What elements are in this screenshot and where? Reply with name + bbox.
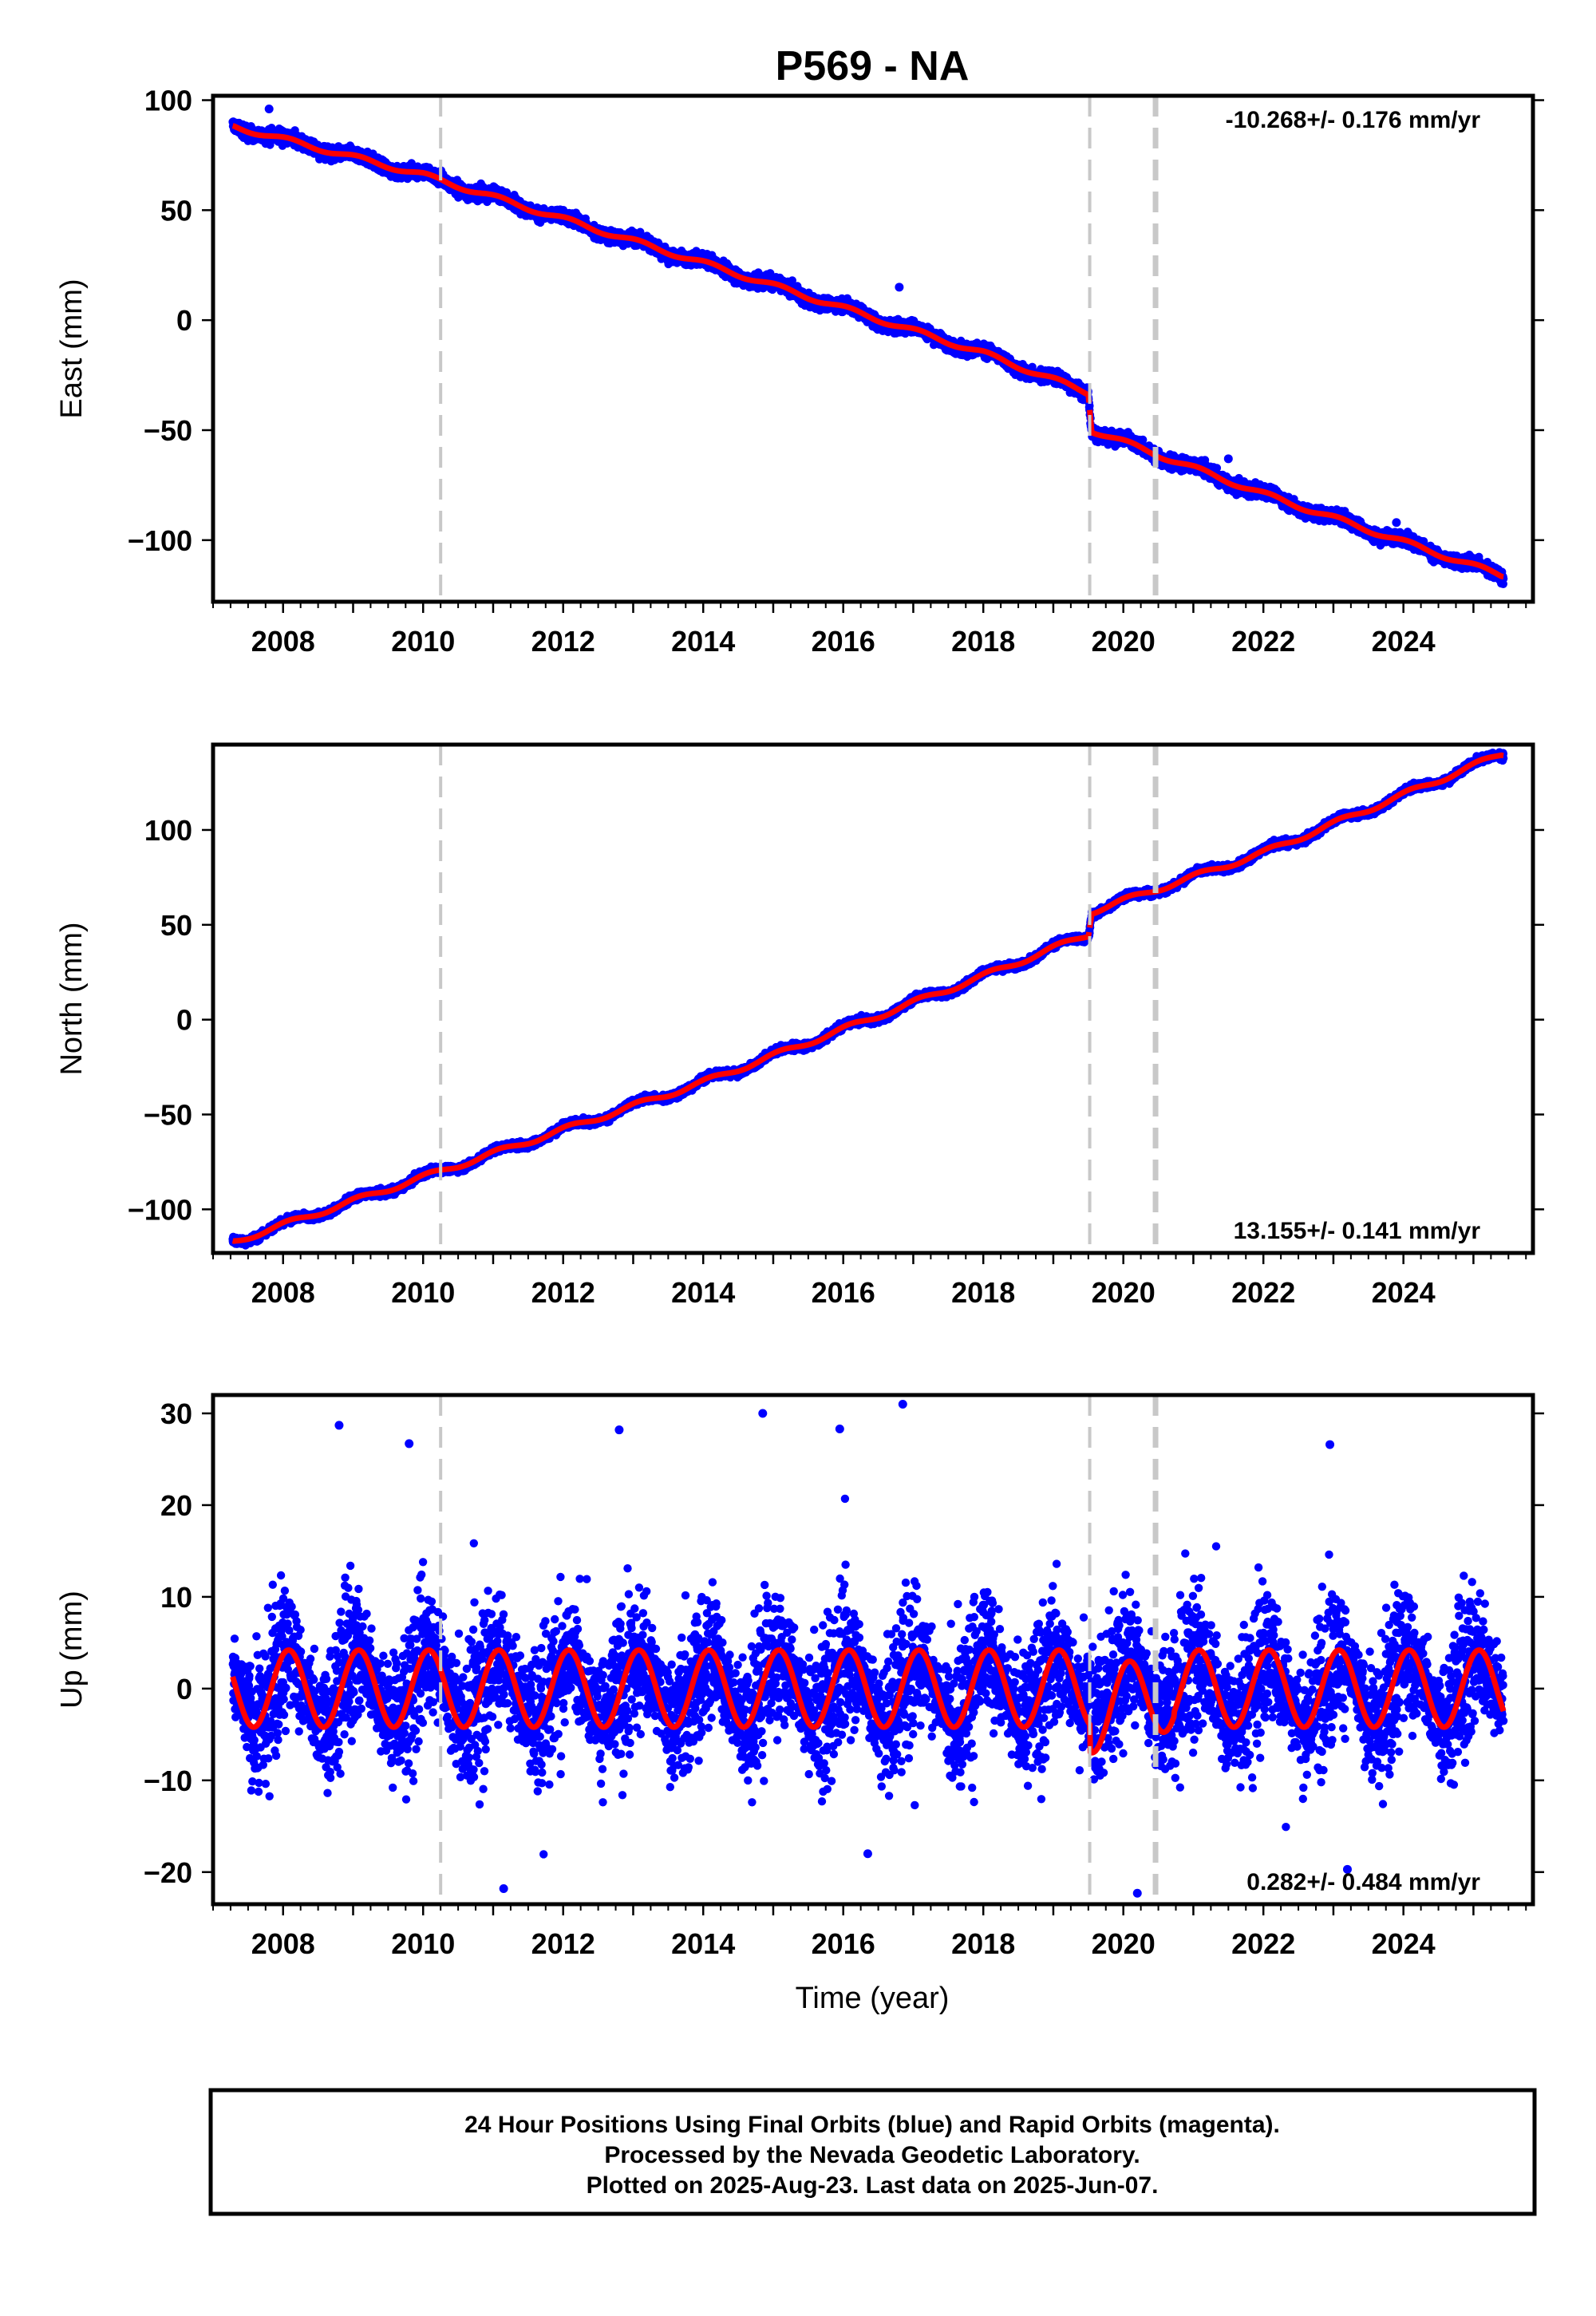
figure-title: P569 - NA [776,43,970,89]
east-panel: 2008 2010 2012 2014 2016 2018 2020 2022 2024−100… [55,85,1544,658]
time-series-figure: P569 - NA 2008 2010 2012 2014 2016 2018 2020 20… [0,0,1596,2316]
figure: P569 - NA 2008 2010 2012 2014 2016 2018 2020 20… [0,0,1596,2316]
